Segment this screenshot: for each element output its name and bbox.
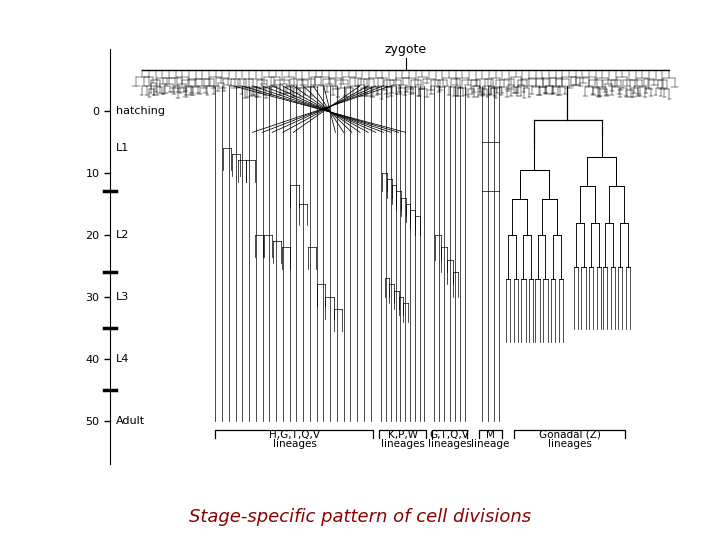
Text: lineages: lineages [381, 439, 425, 449]
Text: L1: L1 [116, 143, 129, 153]
Text: lineages: lineages [273, 439, 316, 449]
Text: K,P,W: K,P,W [388, 430, 418, 440]
Text: Gonadal (Z): Gonadal (Z) [539, 430, 600, 440]
Text: L3: L3 [116, 292, 129, 302]
Text: L2: L2 [116, 230, 130, 240]
Text: lineages: lineages [428, 439, 472, 449]
Text: hatching: hatching [116, 106, 165, 116]
Text: M: M [486, 430, 495, 440]
Text: zygote: zygote [384, 43, 427, 56]
Text: lineage: lineage [472, 439, 510, 449]
Text: Adult: Adult [116, 416, 145, 426]
Text: lineages: lineages [548, 439, 592, 449]
Text: Stage-specific pattern of cell divisions: Stage-specific pattern of cell divisions [189, 509, 531, 526]
Text: H,G,T,Q,V: H,G,T,Q,V [269, 430, 320, 440]
Text: L4: L4 [116, 354, 130, 364]
Text: G,T,Q,V: G,T,Q,V [430, 430, 469, 440]
